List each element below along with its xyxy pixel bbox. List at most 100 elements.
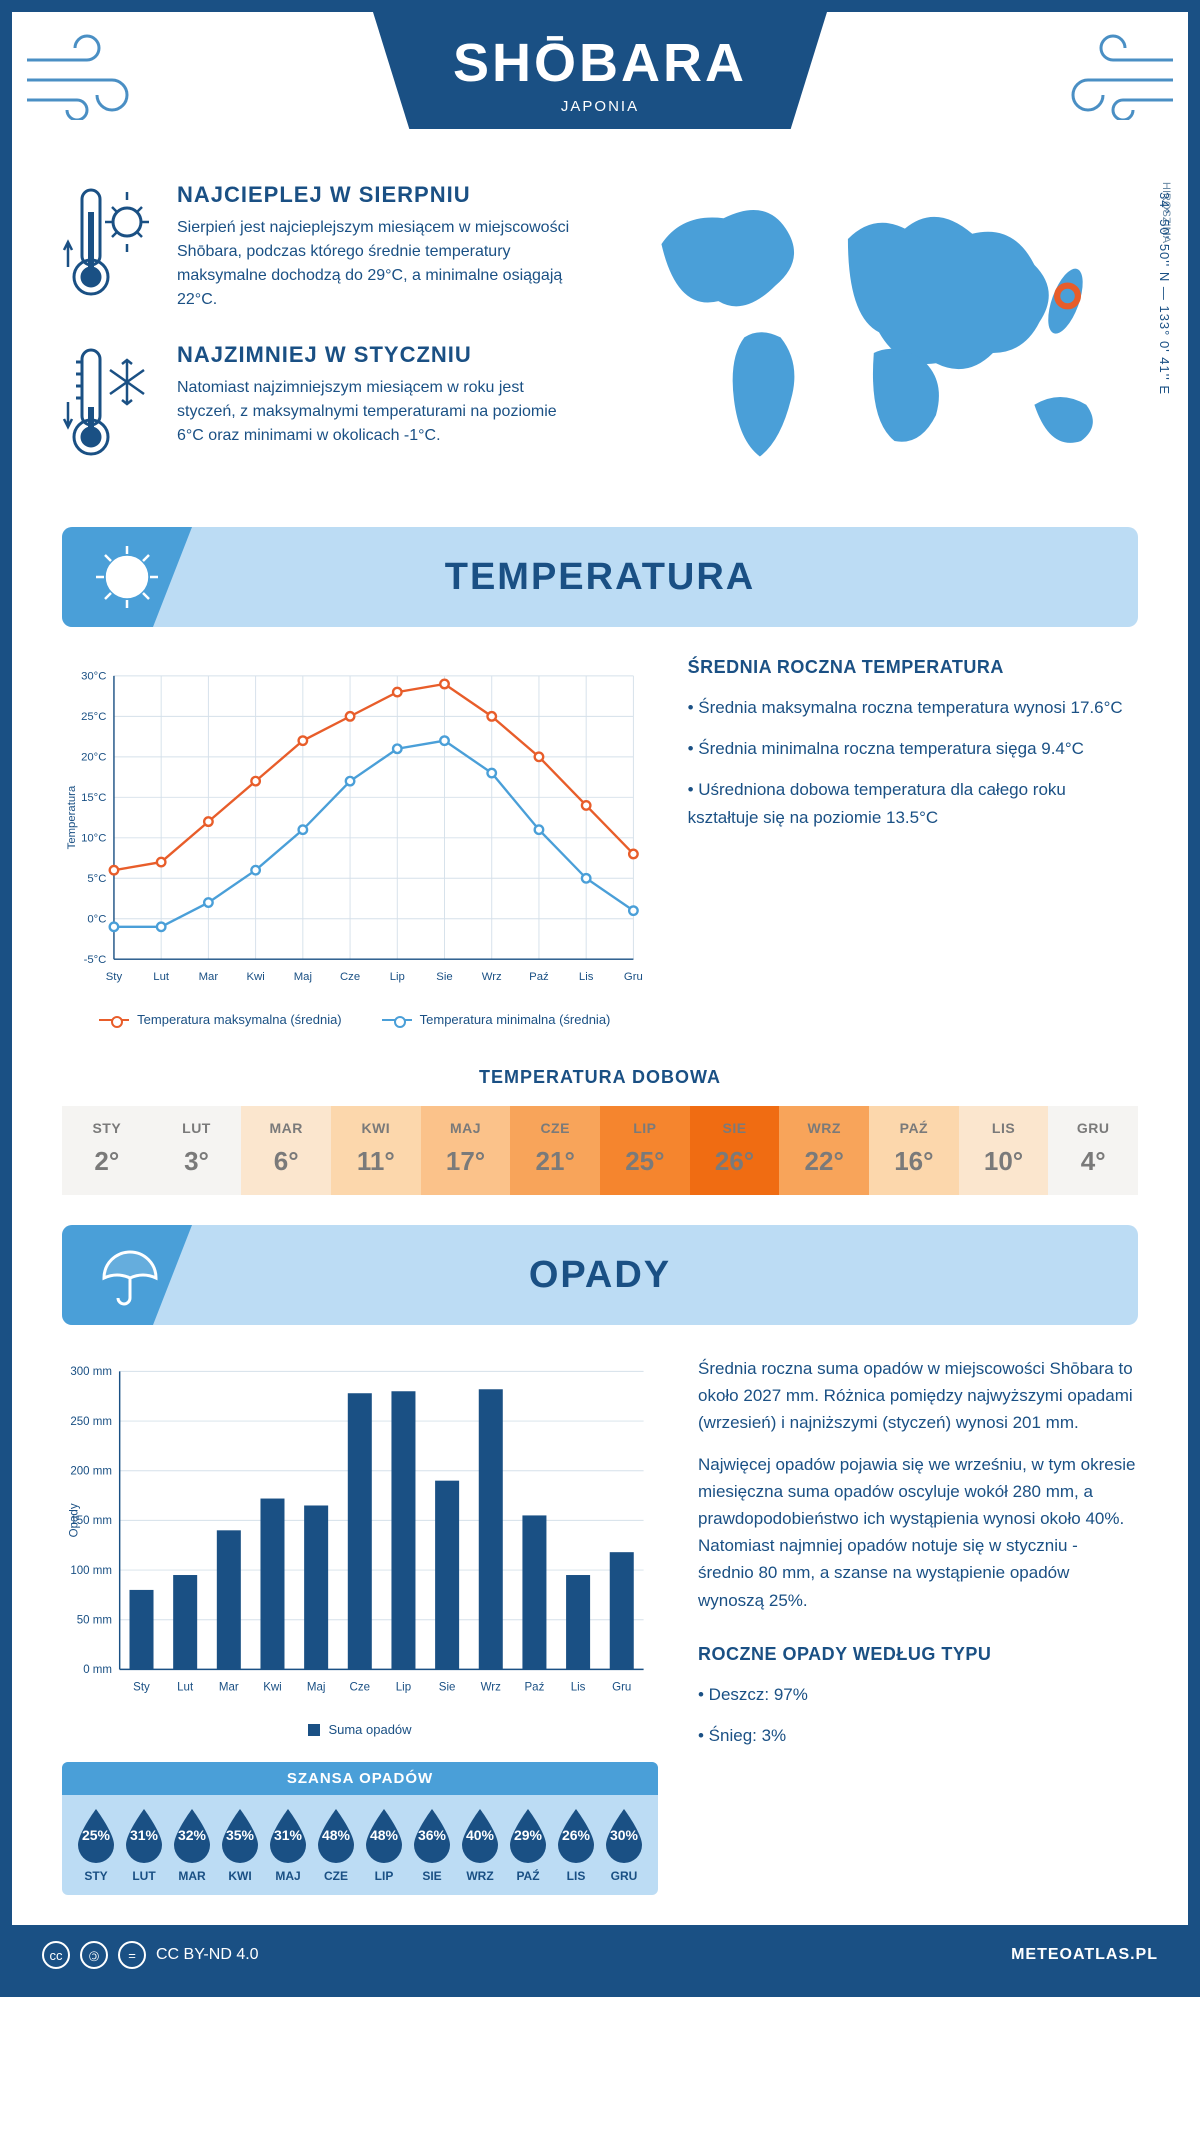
svg-text:Sty: Sty	[106, 971, 123, 983]
chance-cell: 36% SIE	[408, 1807, 456, 1883]
svg-text:5°C: 5°C	[87, 873, 106, 885]
heat-cell: KWI11°	[331, 1106, 421, 1195]
chance-cell: 32% MAR	[168, 1807, 216, 1883]
chance-cell: 35% KWI	[216, 1807, 264, 1883]
thermometer-cold-icon	[62, 342, 157, 467]
summary-bullet: • Średnia maksymalna roczna temperatura …	[688, 694, 1138, 721]
title-box: SHŌBARA JAPONIA	[373, 12, 827, 129]
heat-cell: GRU4°	[1048, 1106, 1138, 1195]
legend-label: Temperatura minimalna (średnia)	[420, 1012, 611, 1027]
drop-icon: 26%	[552, 1807, 600, 1863]
svg-text:50 mm: 50 mm	[77, 1615, 112, 1627]
heat-cell: MAR6°	[241, 1106, 331, 1195]
svg-text:Maj: Maj	[307, 1682, 326, 1694]
chance-cell: 31% MAJ	[264, 1807, 312, 1883]
summary-para: Średnia roczna suma opadów w miejscowośc…	[698, 1355, 1138, 1437]
drop-icon: 31%	[120, 1807, 168, 1863]
temperature-line-chart: -5°C 0°C 5°C 10°C 15°C 20°C 25°C 30°C Sty Lut Mar K…	[62, 657, 648, 997]
svg-text:Gru: Gru	[624, 971, 643, 983]
svg-text:250 mm: 250 mm	[70, 1416, 112, 1428]
svg-text:100 mm: 100 mm	[70, 1565, 112, 1577]
svg-text:25°C: 25°C	[81, 711, 106, 723]
svg-text:30°C: 30°C	[81, 671, 106, 683]
svg-text:Sie: Sie	[436, 971, 452, 983]
chance-cell: 40% WRZ	[456, 1807, 504, 1883]
wind-icon	[1048, 30, 1178, 120]
svg-text:Lip: Lip	[396, 1682, 411, 1694]
drop-icon: 36%	[408, 1807, 456, 1863]
svg-text:Wrz: Wrz	[481, 1682, 501, 1694]
precip-type-title: ROCZNE OPADY WEDŁUG TYPU	[698, 1644, 1138, 1665]
heat-cell: MAJ17°	[421, 1106, 511, 1195]
drop-icon: 32%	[168, 1807, 216, 1863]
section-banner-precip: OPADY	[62, 1225, 1138, 1325]
svg-text:Sty: Sty	[133, 1682, 150, 1694]
svg-text:Cze: Cze	[340, 971, 360, 983]
precip-chance-box: SZANSA OPADÓW 25% STY 31% LUT 32% MAR 35…	[62, 1762, 658, 1895]
site-name: METEOATLAS.PL	[1011, 1946, 1158, 1964]
drop-icon: 40%	[456, 1807, 504, 1863]
chance-title: SZANSA OPADÓW	[62, 1762, 658, 1795]
umbrella-icon	[62, 1225, 192, 1325]
legend-label: Temperatura maksymalna (średnia)	[137, 1012, 341, 1027]
svg-text:200 mm: 200 mm	[70, 1466, 112, 1478]
daily-temp-heatmap: STY2°LUT3°MAR6°KWI11°MAJ17°CZE21°LIP25°S…	[62, 1106, 1138, 1195]
by-icon: 🄯	[80, 1941, 108, 1969]
chance-cell: 25% STY	[72, 1807, 120, 1883]
heat-cell: SIE26°	[690, 1106, 780, 1195]
summary-bullet: • Średnia minimalna roczna temperatura s…	[688, 735, 1138, 762]
daily-temp-title: TEMPERATURA DOBOWA	[62, 1067, 1138, 1088]
svg-text:0°C: 0°C	[87, 914, 106, 926]
precip-type-bullet: • Deszcz: 97%	[698, 1681, 1138, 1708]
chance-cell: 48% LIP	[360, 1807, 408, 1883]
fact-coldest: NAJZIMNIEJ W STYCZNIU Natomiast najzimni…	[62, 342, 580, 467]
fact-warmest: NAJCIEPLEJ W SIERPNIU Sierpień jest najc…	[62, 182, 580, 312]
temperature-summary: ŚREDNIA ROCZNA TEMPERATURA • Średnia mak…	[688, 657, 1138, 1027]
chance-cell: 30% GRU	[600, 1807, 648, 1883]
heat-cell: LIS10°	[959, 1106, 1049, 1195]
svg-text:15°C: 15°C	[81, 792, 106, 804]
svg-text:Lut: Lut	[177, 1682, 194, 1694]
svg-text:Lip: Lip	[390, 971, 405, 983]
svg-text:Cze: Cze	[350, 1682, 370, 1694]
svg-text:Paź: Paź	[525, 1682, 545, 1694]
svg-text:Kwi: Kwi	[263, 1682, 282, 1694]
summary-title: ŚREDNIA ROCZNA TEMPERATURA	[688, 657, 1138, 678]
drop-icon: 35%	[216, 1807, 264, 1863]
svg-text:10°C: 10°C	[81, 833, 106, 845]
heat-cell: STY2°	[62, 1106, 152, 1195]
svg-text:Mar: Mar	[199, 971, 219, 983]
summary-para: Najwięcej opadów pojawia się we wrześniu…	[698, 1451, 1138, 1614]
svg-text:Lut: Lut	[153, 971, 170, 983]
precip-bar-chart: 0 mm50 mm100 mm150 mm200 mm250 mm300 mmS…	[62, 1355, 658, 1705]
svg-text:Temperatura: Temperatura	[66, 785, 78, 849]
heat-cell: LUT3°	[152, 1106, 242, 1195]
drop-icon: 29%	[504, 1807, 552, 1863]
section-title: TEMPERATURA	[445, 556, 756, 599]
precip-summary: Średnia roczna suma opadów w miejscowośc…	[698, 1355, 1138, 1895]
coords-label: 34° 50' 50'' N — 133° 0' 41'' E	[1157, 192, 1172, 395]
thermometer-hot-icon	[62, 182, 157, 312]
svg-text:20°C: 20°C	[81, 752, 106, 764]
summary-bullet: • Uśredniona dobowa temperatura dla całe…	[688, 776, 1138, 830]
legend-item: Temperatura maksymalna (średnia)	[99, 1012, 341, 1027]
chance-cell: 26% LIS	[552, 1807, 600, 1883]
legend-label: Suma opadów	[328, 1722, 411, 1737]
fact-text: Natomiast najzimniejszym miesiącem w rok…	[177, 376, 580, 448]
svg-text:Kwi: Kwi	[246, 971, 264, 983]
chance-cell: 48% CZE	[312, 1807, 360, 1883]
cc-icon: cc	[42, 1941, 70, 1969]
footer: cc 🄯 = CC BY-ND 4.0 METEOATLAS.PL	[12, 1925, 1188, 1985]
country-subtitle: JAPONIA	[453, 98, 747, 115]
heat-cell: WRZ22°	[779, 1106, 869, 1195]
fact-title: NAJZIMNIEJ W STYCZNIU	[177, 342, 580, 368]
fact-text: Sierpień jest najcieplejszym miesiącem w…	[177, 216, 580, 312]
nd-icon: =	[118, 1941, 146, 1969]
svg-text:300 mm: 300 mm	[70, 1366, 112, 1378]
drop-icon: 25%	[72, 1807, 120, 1863]
svg-text:-5°C: -5°C	[84, 954, 107, 966]
heat-cell: PAŹ16°	[869, 1106, 959, 1195]
sun-icon	[62, 527, 192, 627]
precip-type-bullet: • Śnieg: 3%	[698, 1722, 1138, 1749]
svg-text:Maj: Maj	[294, 971, 312, 983]
